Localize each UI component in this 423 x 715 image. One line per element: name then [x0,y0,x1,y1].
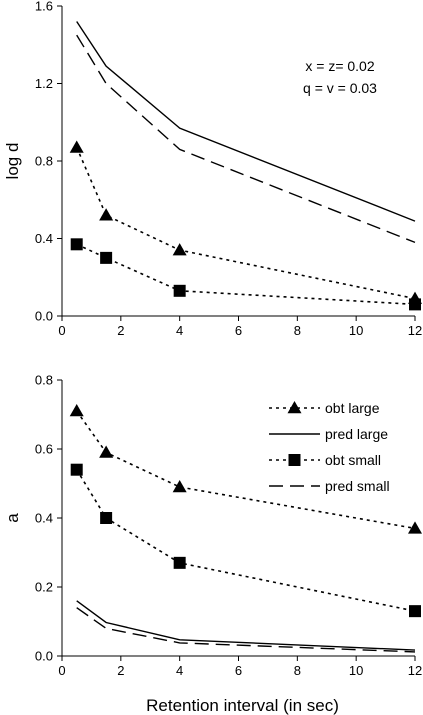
x-tick-label: 10 [349,323,363,338]
x-tick-label: 12 [408,663,422,678]
data-point-obt-small [409,298,421,311]
y-tick-label: 0.8 [35,154,53,169]
series-line-pred-large [76,21,416,222]
y-axis-label: a [3,513,22,523]
x-tick-label: 2 [117,323,124,338]
x-tick-label: 2 [117,663,124,678]
x-tick-label: 4 [176,323,183,338]
data-point-obt-large [408,521,422,534]
bottom-panel: 0 2 4 6 8 10 12 0.0 0.2 0.4 0.6 0.8 a Retention inter… [3,373,422,715]
legend-marker [288,454,301,466]
data-point-obt-small [100,512,113,524]
series-line-obt-large [75,147,416,300]
x-tick-label: 4 [176,663,183,678]
legend-label: pred large [325,426,388,442]
series-line-pred-small [76,34,416,244]
series-line-pred-large [76,600,416,651]
annotation-text: q = v = 0.03 [303,80,377,96]
x-tick-label: 6 [235,663,242,678]
series-line-obt-large [76,410,416,530]
x-tick-label: 12 [408,323,422,338]
y-axis-label: log d [3,143,22,180]
legend-label: pred small [325,478,390,494]
data-point-obt-large [69,140,84,153]
series-line-pred-small [76,607,416,653]
legend-marker [287,401,302,414]
data-point-obt-small [173,284,186,297]
data-point-obt-large [99,445,114,458]
x-tick-label: 8 [294,323,301,338]
x-tick-label: 0 [58,323,65,338]
legend-label: obt small [325,452,381,468]
y-tick-label: 1.6 [35,0,53,14]
y-tick-label: 0.8 [35,373,53,388]
x-tick-label: 6 [235,323,242,338]
data-point-obt-small [173,556,186,569]
x-axis-label: Retention interval (in sec) [146,696,339,715]
series-line-obt-small [76,469,416,612]
x-tick-label: 10 [349,663,363,678]
data-point-obt-small [70,463,83,476]
data-point-obt-small [100,251,113,264]
y-tick-label: 1.2 [35,76,53,91]
data-point-obt-small [409,605,421,618]
y-tick-label: 0.4 [35,231,53,246]
data-point-obt-small [70,238,83,251]
data-point-obt-large [99,208,114,221]
y-tick-label: 0.0 [35,309,53,324]
x-tick-label: 0 [58,663,65,678]
y-tick-label: 0.0 [35,649,53,664]
annotation-text: x = z= 0.02 [305,58,374,74]
y-tick-label: 0.2 [35,580,53,595]
data-point-obt-large [172,243,187,256]
y-tick-label: 0.6 [35,442,53,457]
data-point-obt-large [69,404,84,417]
top-panel: 0 2 4 6 8 10 12 0.0 0.4 0.8 1.2 1.6 log d x = z= 0.02… [3,0,422,338]
y-tick-label: 0.4 [35,511,53,526]
legend-label: obt large [325,400,380,416]
series-line-obt-small [76,243,416,306]
x-tick-label: 8 [294,663,301,678]
data-point-obt-large [172,479,187,493]
